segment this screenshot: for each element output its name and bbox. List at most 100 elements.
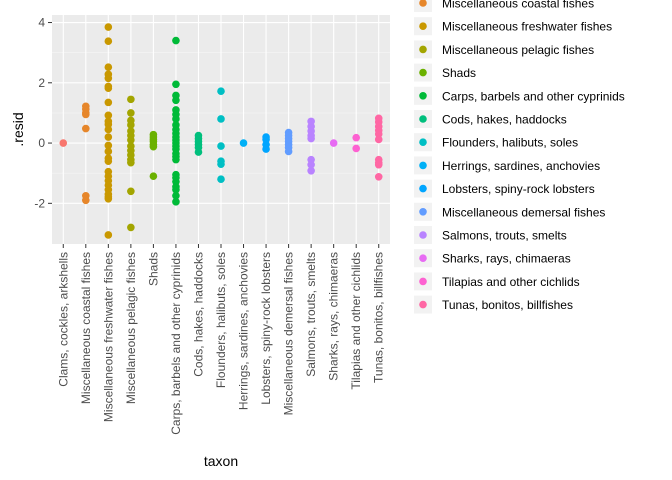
x-tick-label: Flounders, halibuts, soles [214,252,228,388]
data-point [172,155,180,164]
legend-marker [419,45,427,54]
data-point [172,80,180,89]
legend-marker [419,92,427,100]
legend-label: Tilapias and other cichlids [442,275,580,289]
legend-label: Miscellaneous coastal fishes [442,0,594,11]
legend-marker [419,68,427,77]
data-point [82,196,90,205]
x-tick-label: Cods, hakes, haddocks [191,252,205,377]
data-point [172,96,180,105]
legend-label: Shads [442,66,476,80]
data-point [104,195,113,203]
y-tick-label: 4 [38,16,45,30]
data-point [127,223,135,232]
x-tick-label: Lobsters, spiny-rock lobsters [259,252,273,405]
legend-label: Salmons, trouts, smelts [442,229,567,243]
x-tick-label: Clams, cockles, arkshells [56,252,70,387]
x-tick-label: Miscellaneous pelagic fishes [124,252,138,404]
legend-marker [419,22,427,31]
x-tick-label: Miscellaneous coastal fishes [79,252,93,404]
x-tick-label: Miscellaneous demersal fishes [282,252,296,415]
data-point [329,139,338,147]
legend-label: Sharks, rays, chimaeras [442,252,571,266]
data-point [307,134,315,143]
x-tick-label: Salmons, trouts, smelts [304,252,318,377]
data-point [104,74,113,83]
data-point [352,133,361,142]
legend-marker [419,254,427,262]
data-point [127,187,135,196]
legend-marker [419,300,427,309]
data-point [82,110,90,119]
legend-label: Miscellaneous pelagic fishes [442,43,594,57]
data-point [374,173,383,181]
data-point [127,136,135,144]
data-point [217,87,225,96]
data-point [104,37,113,46]
x-tick-label: Miscellaneous freshwater fishes [101,252,115,422]
legend-label: Herrings, sardines, anchovies [442,159,600,173]
data-points [59,23,383,239]
y-axis-title: .resid [10,112,26,146]
data-point [217,175,225,184]
legend: Miscellaneous coastal fishes Miscellaneou… [414,0,625,314]
legend-label: Tunas, bonitos, billfishes [442,298,573,312]
data-point [127,121,135,129]
legend-marker [419,184,427,193]
data-point [172,36,180,45]
data-point [104,141,113,150]
legend-label: Lobsters, spiny-rock lobsters [442,182,595,196]
data-point [172,198,180,206]
x-axis-ticks: Clams, cockles, arkshells Miscellaneous c… [56,244,386,435]
data-point [374,135,383,144]
data-point [284,147,293,156]
data-point [374,130,383,138]
legend-marker [419,231,427,239]
legend-marker [419,138,427,146]
legend-marker [419,277,427,286]
x-tick-label: Shads [146,252,160,286]
x-tick-label: Tunas, bonitos, billfishes [372,252,386,383]
legend-label: Miscellaneous freshwater fishes [442,20,612,34]
data-point [374,160,383,169]
data-point [104,23,113,31]
data-point [352,144,361,153]
legend-label: Cods, hakes, haddocks [442,113,567,127]
data-point [104,98,113,107]
data-point [149,172,158,181]
legend-marker [419,0,427,7]
data-point [217,142,225,150]
data-point [104,84,113,93]
x-tick-label: Herrings, sardines, anchovies [237,252,251,410]
data-point [172,185,180,194]
legend-marker [419,208,427,216]
legend-label: Miscellaneous demersal fishes [442,205,605,219]
data-point [172,191,180,200]
data-point [149,142,158,151]
data-point [104,147,113,156]
legend-label: Flounders, halibuts, soles [442,136,578,150]
data-point [104,63,113,71]
y-tick-label: -2 [34,196,45,210]
data-point [172,115,180,123]
data-point [127,109,135,117]
x-tick-label: Tilapias and other cichlids [349,252,363,390]
x-tick-label: Carps, barbels and other cyprinids [169,252,183,435]
y-tick-label: 2 [38,76,45,90]
data-point [82,124,90,133]
data-point [104,133,113,141]
data-point [104,231,113,239]
data-point [104,157,113,165]
data-point [127,95,135,104]
data-point [194,148,203,156]
data-point [104,125,113,134]
legend-marker [419,161,427,170]
y-tick-label: 0 [38,136,45,150]
data-point [59,139,68,147]
data-point [307,166,315,175]
y-axis-ticks: -2 0 2 4 [34,16,52,210]
data-point [127,158,135,167]
data-point [239,139,248,147]
data-point [262,145,270,153]
